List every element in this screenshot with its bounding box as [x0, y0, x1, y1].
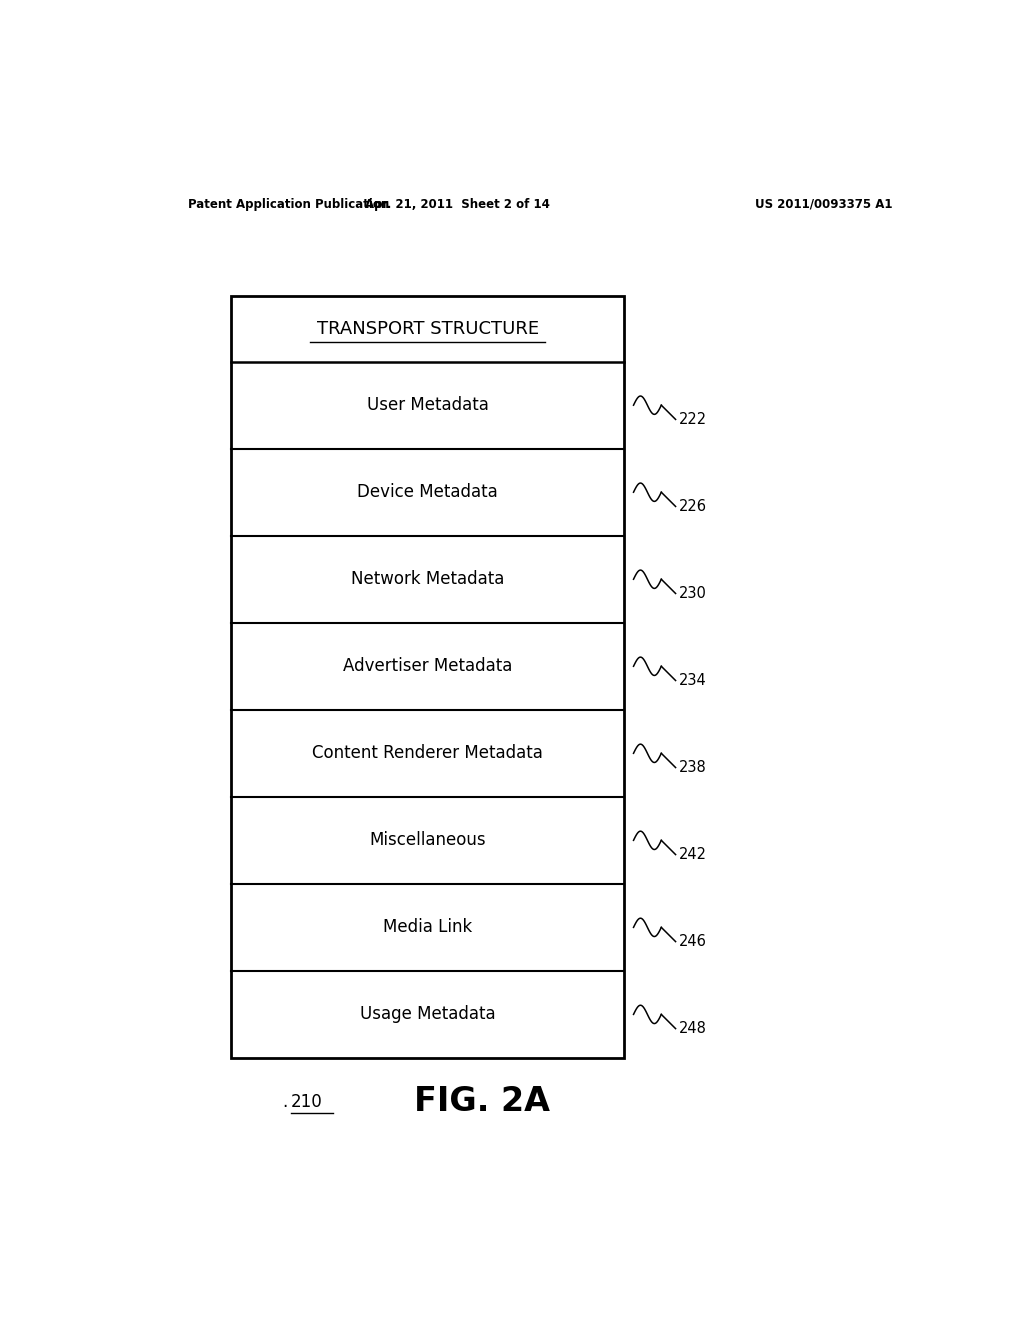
Text: TRANSPORT STRUCTURE: TRANSPORT STRUCTURE: [316, 319, 539, 338]
Text: 210: 210: [291, 1093, 323, 1110]
Text: Device Metadata: Device Metadata: [357, 483, 498, 502]
Text: 238: 238: [679, 760, 707, 775]
Text: Miscellaneous: Miscellaneous: [370, 832, 486, 849]
Text: Patent Application Publication: Patent Application Publication: [187, 198, 389, 211]
Text: .: .: [283, 1093, 293, 1110]
Text: FIG. 2A: FIG. 2A: [414, 1085, 550, 1118]
Text: Usage Metadata: Usage Metadata: [359, 1006, 496, 1023]
Text: 234: 234: [679, 673, 707, 688]
Bar: [231, 296, 624, 1057]
Text: 226: 226: [679, 499, 707, 513]
Text: Apr. 21, 2011  Sheet 2 of 14: Apr. 21, 2011 Sheet 2 of 14: [365, 198, 550, 211]
Text: 230: 230: [679, 586, 707, 601]
Text: 248: 248: [679, 1022, 707, 1036]
Text: Content Renderer Metadata: Content Renderer Metadata: [312, 744, 543, 763]
Text: User Metadata: User Metadata: [367, 396, 488, 414]
Text: 246: 246: [679, 935, 707, 949]
Text: Media Link: Media Link: [383, 919, 472, 936]
Text: 222: 222: [679, 412, 707, 426]
Text: Network Metadata: Network Metadata: [351, 570, 504, 589]
Text: 242: 242: [679, 847, 707, 862]
Text: US 2011/0093375 A1: US 2011/0093375 A1: [755, 198, 893, 211]
Text: Advertiser Metadata: Advertiser Metadata: [343, 657, 512, 676]
